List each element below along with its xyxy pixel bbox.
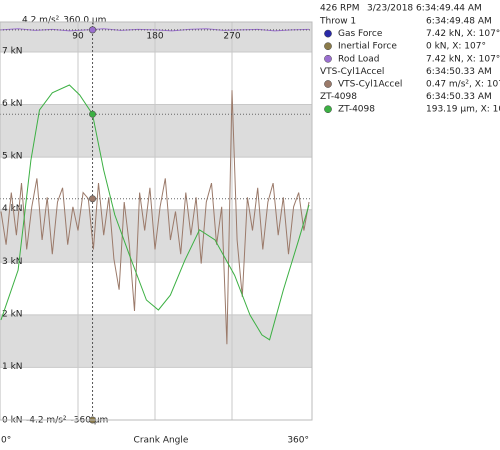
legend-marker	[324, 54, 332, 63]
series-line	[0, 28, 310, 32]
y-tick-label: 6 kN	[2, 99, 23, 109]
grid-band	[0, 314, 312, 368]
y-tick-label: 7 kN	[2, 46, 23, 56]
cursor-readout: 193.19 µm, X: 107°	[426, 105, 500, 115]
legend-marker	[324, 29, 332, 38]
grid-band	[0, 209, 312, 263]
group-time: 6:34:50.33 AM	[426, 92, 492, 102]
grid-band	[0, 104, 312, 158]
timestamp: 3/23/2018 6:34:49.44 AM	[367, 4, 482, 14]
group-name: ZT-4098	[320, 92, 357, 102]
x-tick-label: 0°	[1, 436, 11, 446]
cursor-marker	[89, 26, 97, 34]
group-time: 6:34:50.33 AM	[426, 67, 492, 77]
legend-marker	[324, 42, 332, 51]
series-line	[0, 90, 310, 345]
group-name: VTS-Cyl1Accel	[320, 67, 384, 77]
legend-label: Rod Load	[338, 54, 380, 64]
y-tick-label: 4 kN	[2, 204, 23, 214]
legend-label: Gas Force	[338, 29, 383, 39]
y-tick-label: 2 kN	[2, 309, 23, 319]
series-line	[0, 84, 310, 341]
legend-label: Inertial Force	[338, 42, 397, 52]
y-tick-label: 1 kN	[2, 362, 23, 372]
x-tick-label: 270	[223, 32, 240, 42]
x-axis-label: Crank Angle	[134, 436, 189, 446]
x-tick-label: 360°	[287, 436, 309, 446]
rpm: 426 RPM	[320, 4, 360, 14]
x-tick-label: 180	[146, 32, 163, 42]
cursor-readout: 0 kN, X: 107°	[426, 42, 486, 52]
group-name: Throw 1	[319, 17, 356, 27]
cursor-readout: 7.42 kN, X: 107°	[426, 54, 500, 64]
legend-label: VTS-Cyl1Accel	[338, 80, 402, 90]
x-tick-label: 90	[72, 32, 84, 42]
y-tick-label: 5 kN	[2, 152, 23, 162]
plot-frame	[0, 21, 313, 421]
y-tick-label: 360.0 µm	[63, 16, 106, 26]
group-time: 6:34:49.48 AM	[426, 17, 492, 27]
cursor-readout: 7.42 kN, X: 107°	[426, 29, 500, 39]
cursor-readout: 0.47 m/s², X: 107°	[426, 80, 500, 90]
legend-marker	[324, 80, 332, 88]
grid-band	[0, 22, 312, 52]
legend-label: ZT-4098	[338, 105, 375, 115]
cursor-marker	[89, 110, 97, 118]
legend-marker	[324, 105, 332, 114]
y-tick-label: 4.2 m/s²	[22, 16, 60, 26]
cursor-marker	[89, 195, 97, 203]
y-tick-label: 3 kN	[2, 257, 23, 267]
